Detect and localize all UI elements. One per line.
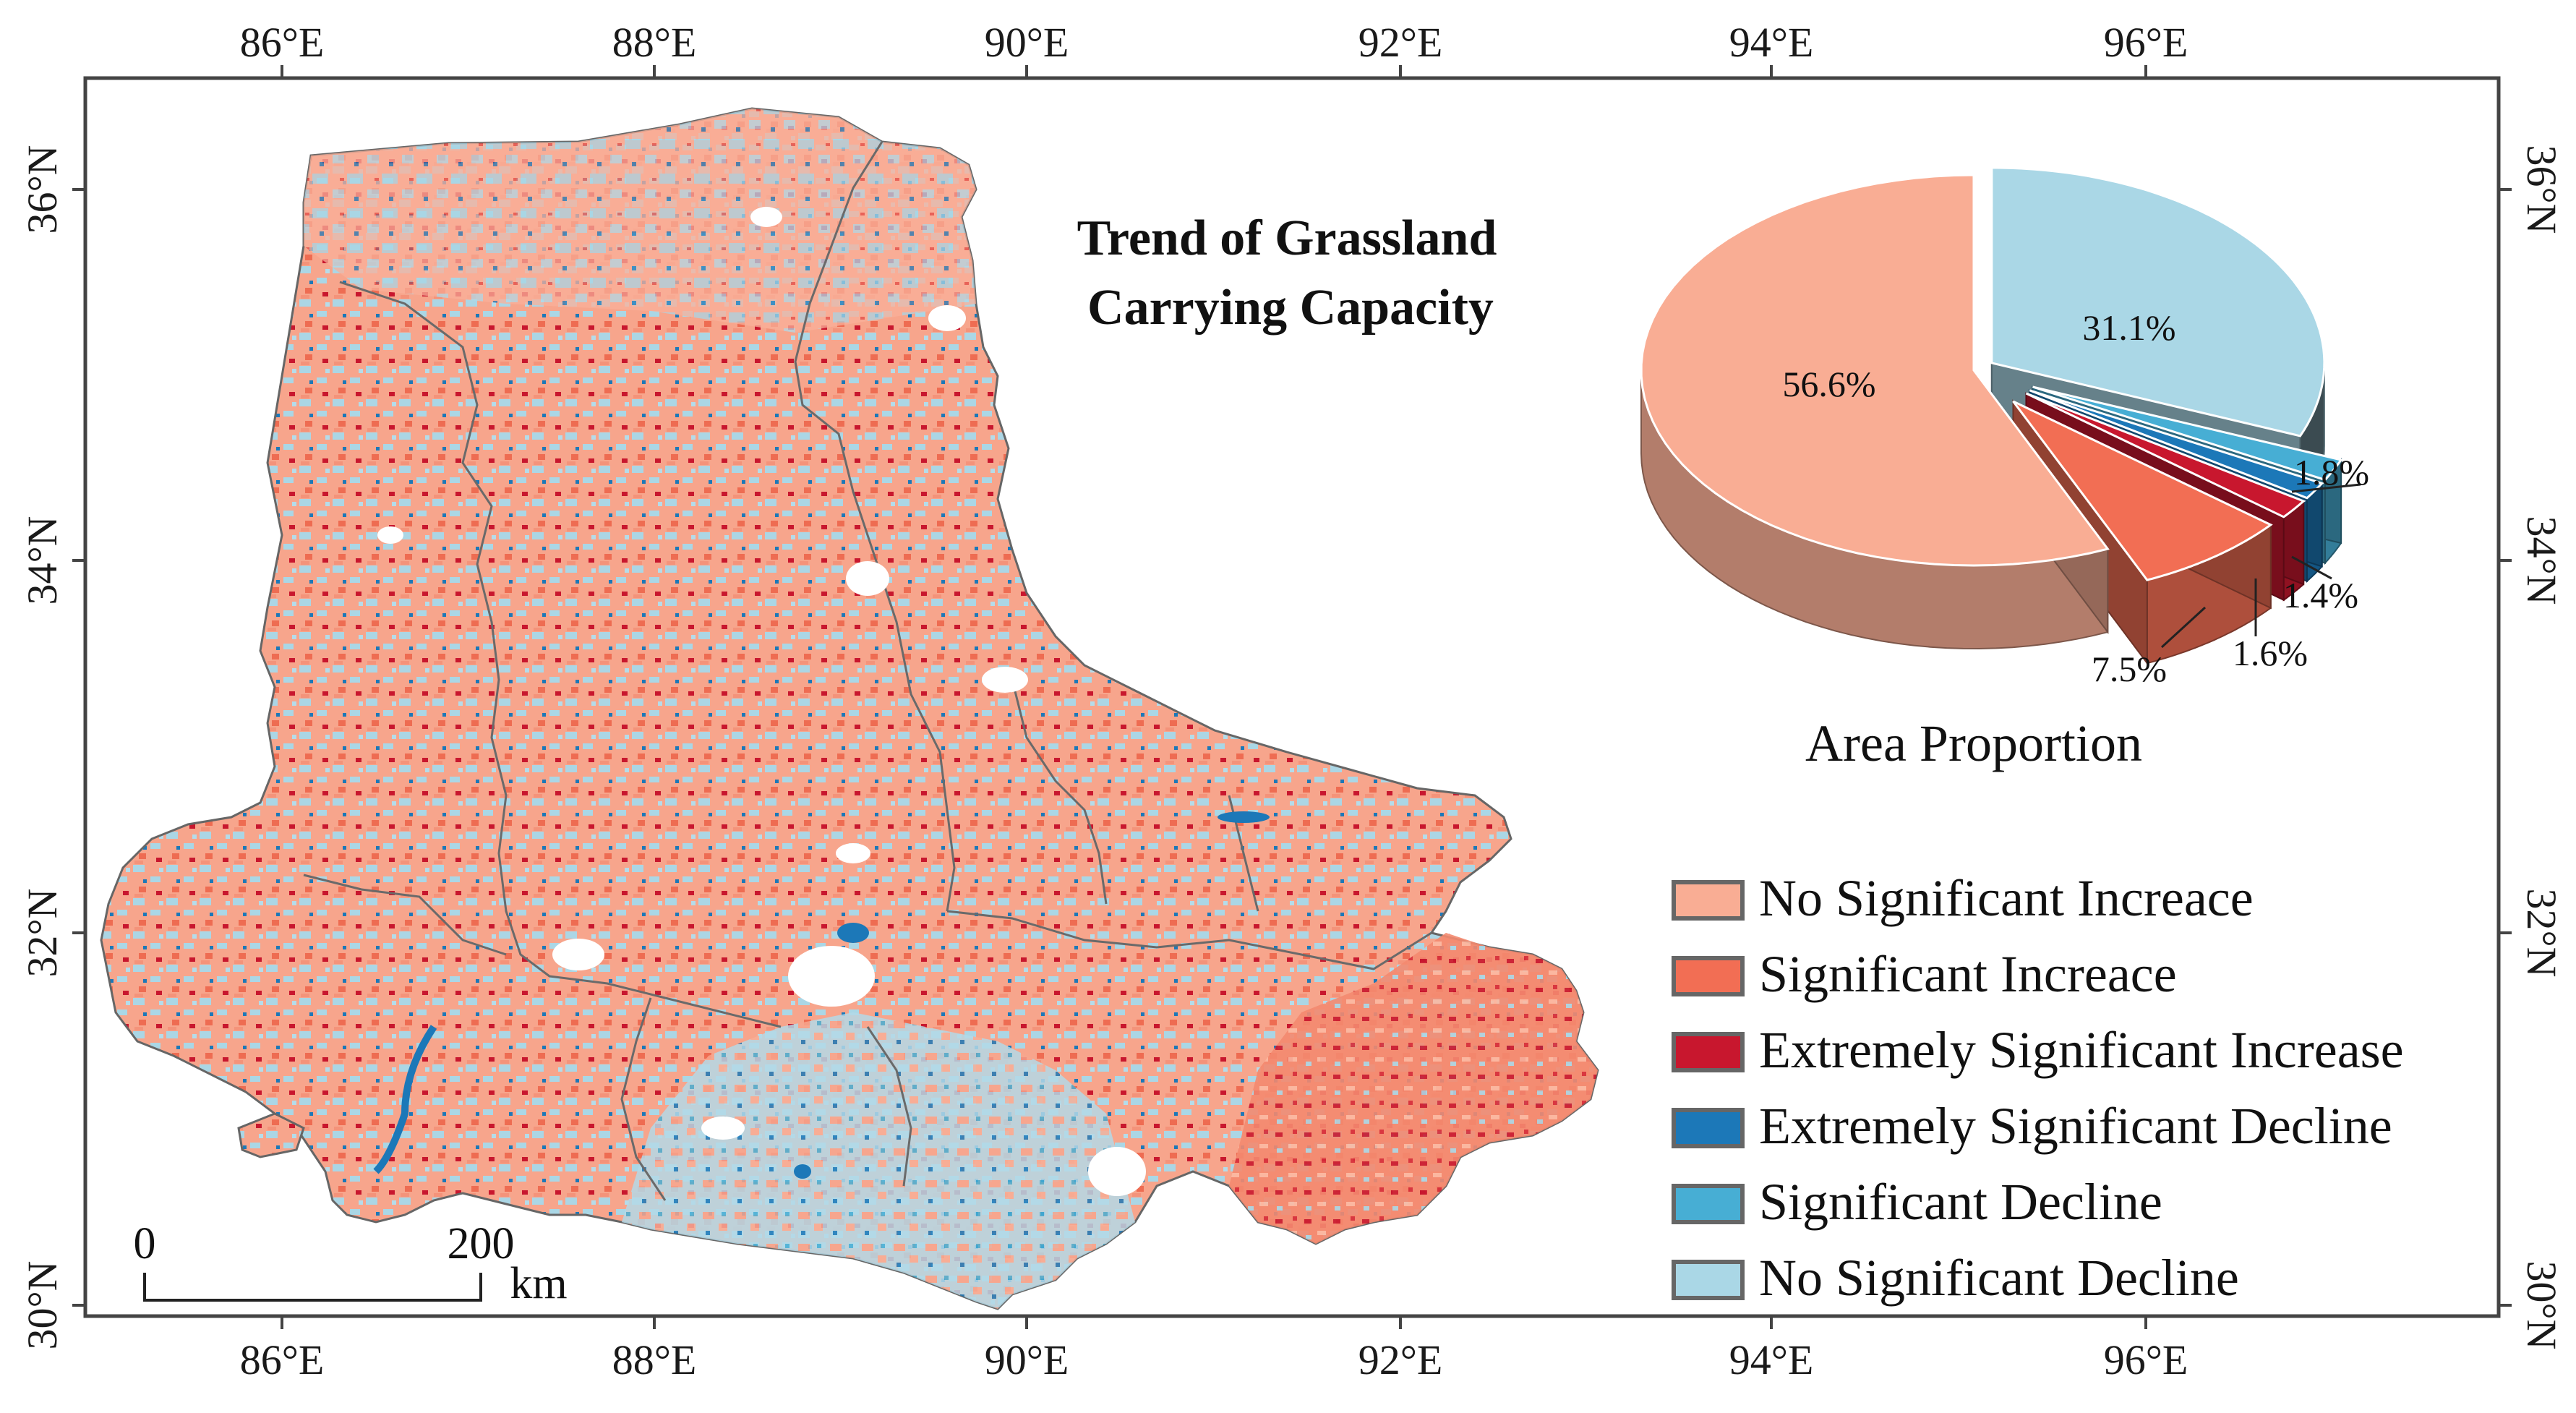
y-tick-labels-left: 36°N 34°N 32°N 30°N — [19, 145, 66, 1349]
legend: No Significant Increace Significant Incre… — [1672, 869, 2404, 1307]
x-tick-label: 86°E — [240, 1336, 325, 1383]
pie-slice — [2025, 392, 2306, 518]
legend-item: Significant Increace — [1672, 945, 2177, 1003]
legend-swatch — [1672, 880, 1745, 921]
pie-slice-label: 31.1% — [2082, 307, 2175, 348]
x-tick-label: 86°E — [240, 19, 325, 66]
legend-item: Significant Decline — [1672, 1173, 2162, 1231]
x-tick-label: 94°E — [1729, 1336, 1814, 1383]
pie-slice-label: 56.6% — [1782, 364, 1875, 404]
legend-label: Extremely Significant Decline — [1759, 1097, 2392, 1155]
bare-patch — [750, 207, 782, 227]
legend-label: No Significant Increace — [1759, 869, 2254, 927]
lake — [837, 923, 869, 943]
pie-slice — [2032, 385, 2344, 482]
legend-item: No Significant Decline — [1672, 1249, 2239, 1307]
y-tick-label: 34°N — [19, 516, 66, 605]
x-tick-label: 88°E — [612, 1336, 697, 1383]
lake — [373, 1025, 437, 1174]
y-tick-label: 32°N — [19, 888, 66, 977]
x-tick-label: 92°E — [1358, 19, 1443, 66]
legend-swatch — [1672, 1032, 1745, 1072]
region-islet — [237, 1112, 305, 1158]
y-tick-label: 30°N — [2518, 1260, 2565, 1349]
map-title-line2: Carrying Capacity — [1087, 280, 1494, 336]
pie-leader-line — [2291, 555, 2332, 580]
region-map — [100, 107, 1599, 1310]
legend-swatch — [1672, 956, 1745, 996]
y-tick-labels-right: 36°N 34°N 32°N 30°N — [2518, 145, 2565, 1349]
pie-slice — [2012, 400, 2273, 581]
region-south-zone — [622, 1012, 1135, 1309]
bare-patch — [377, 526, 403, 544]
pie-leader-line — [2291, 483, 2361, 493]
pie-slice-label: 1.6% — [2233, 633, 2308, 673]
bare-patch — [928, 305, 966, 331]
x-tick-label: 94°E — [1729, 19, 1814, 66]
pie-slice-label: 1.4% — [2283, 575, 2358, 615]
x-tick-label: 96°E — [2104, 19, 2188, 66]
x-tick-label: 96°E — [2104, 1336, 2188, 1383]
graticule-ticks — [72, 65, 2512, 1329]
pie-leader-line — [2160, 606, 2207, 649]
bare-patch — [1088, 1147, 1146, 1196]
x-tick-label: 90°E — [985, 1336, 1069, 1383]
pie-slice — [2029, 389, 2324, 500]
pie-chart-title: Area Proportion — [1805, 714, 2142, 772]
scale-end-label: 200 — [448, 1219, 515, 1268]
scale-bar: 0 200 km — [134, 1219, 568, 1308]
y-tick-label: 32°N — [2518, 888, 2565, 977]
map-frame — [83, 76, 2501, 1318]
pie-slice — [1640, 174, 2110, 567]
county-boundaries — [303, 141, 1432, 1201]
pie-slice-label: 1.8% — [2294, 452, 2369, 492]
bare-patch — [788, 946, 875, 1007]
y-tick-label: 34°N — [2518, 516, 2565, 605]
legend-label: No Significant Decline — [1759, 1249, 2239, 1307]
legend-label: Extremely Significant Increase — [1759, 1021, 2404, 1079]
pie-slice — [1990, 166, 2326, 437]
legend-label: Significant Decline — [1759, 1173, 2162, 1231]
legend-swatch — [1672, 1184, 1745, 1224]
pie-slice-label: 7.5% — [2092, 649, 2167, 689]
region-north-zone — [304, 108, 976, 333]
legend-item: Extremely Significant Decline — [1672, 1097, 2392, 1155]
scale-start-label: 0 — [134, 1219, 156, 1268]
legend-item: No Significant Increace — [1672, 869, 2254, 927]
x-tick-labels-top: 86°E 88°E 90°E 92°E 94°E 96°E — [240, 19, 2188, 66]
y-tick-label: 36°N — [19, 145, 66, 234]
region-east-zone — [1229, 933, 1598, 1244]
legend-swatch — [1672, 1108, 1745, 1148]
y-tick-label: 36°N — [2518, 145, 2565, 234]
bare-patch — [982, 667, 1028, 693]
scale-unit-label: km — [510, 1259, 567, 1308]
lake — [794, 1164, 811, 1179]
map-title-line1: Trend of Grassland — [1077, 210, 1497, 266]
bare-patch — [846, 561, 889, 596]
bare-patch — [552, 939, 604, 970]
legend-swatch — [1672, 1260, 1745, 1300]
bare-patch — [701, 1117, 745, 1140]
bare-patch — [836, 843, 870, 863]
x-tick-label: 88°E — [612, 19, 697, 66]
pie-chart: 56.6% 7.5% 1.6% 1.4% 1.8% 31.1% — [1640, 166, 2369, 689]
legend-item: Extremely Significant Increase — [1672, 1021, 2404, 1079]
scale-bar-line — [143, 1273, 482, 1302]
x-tick-label: 90°E — [985, 19, 1069, 66]
legend-label: Significant Increace — [1759, 945, 2177, 1003]
x-tick-labels-bottom: 86°E 88°E 90°E 92°E 94°E 96°E — [240, 1336, 2188, 1383]
y-tick-label: 30°N — [19, 1260, 66, 1349]
x-tick-label: 92°E — [1358, 1336, 1443, 1383]
lake — [1218, 811, 1270, 823]
